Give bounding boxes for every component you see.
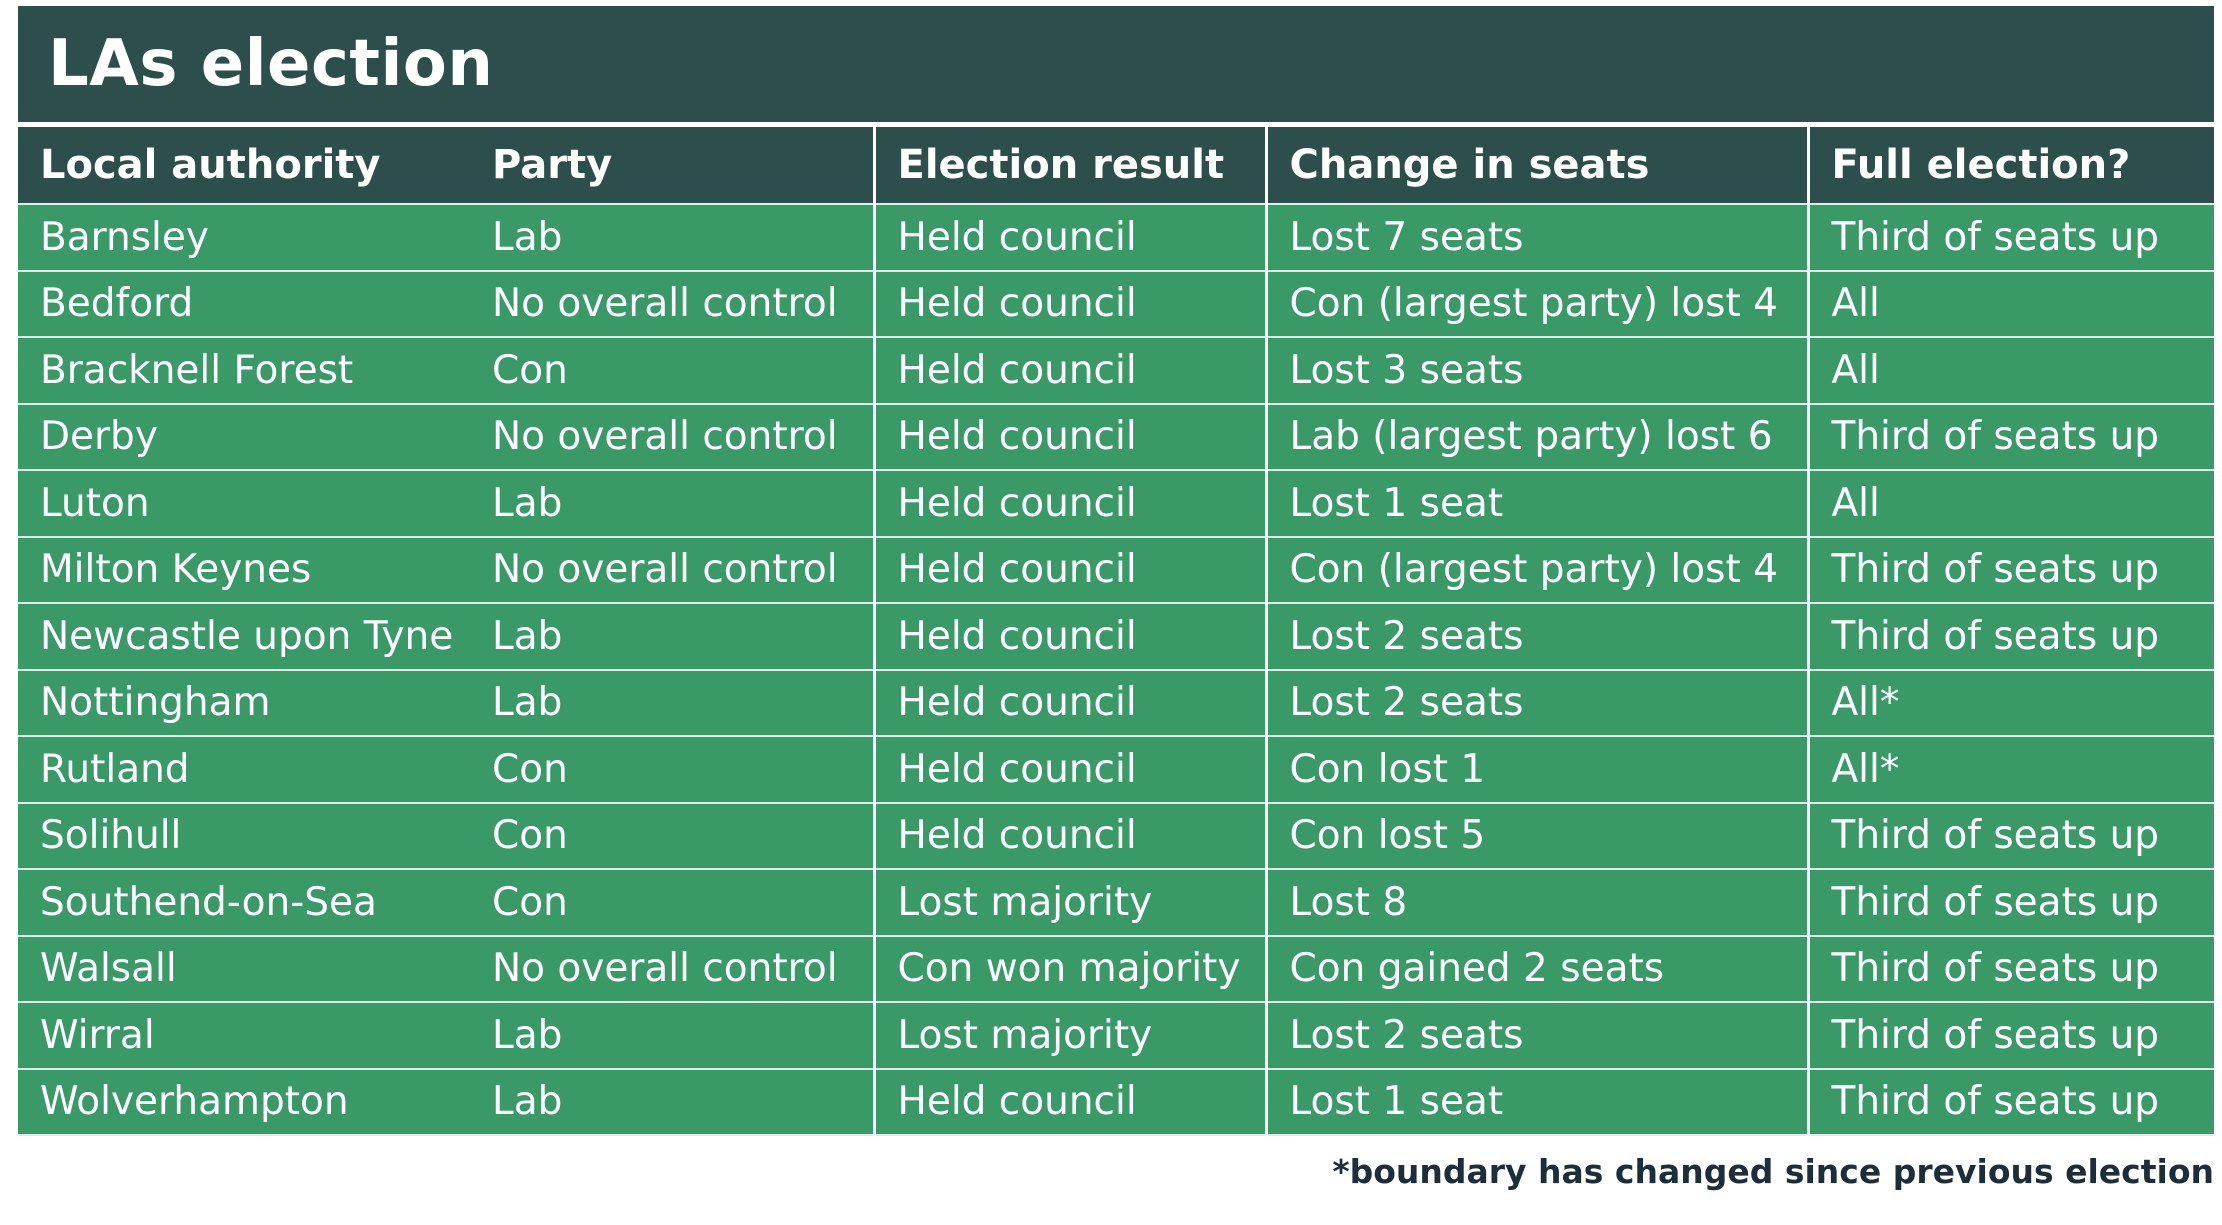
cell-party: Lab (470, 668, 874, 736)
cell-election-result: Held council (872, 801, 1266, 869)
cell-change-in-seats: Lost 8 (1264, 868, 1808, 936)
cell-election-result: Held council (872, 735, 1266, 803)
cell-change-in-seats: Con (largest party) lost 4 (1264, 269, 1808, 337)
table-row: Derby No overall control Held council Lab (… (18, 402, 2214, 470)
footnote: *boundary has changed since previous ele… (1332, 1152, 2214, 1191)
cell-full-election: Third of seats up (1806, 1067, 2214, 1136)
cell-local-authority: Southend-on-Sea (18, 868, 470, 936)
column-header-change-in-seats: Change in seats (1264, 127, 1808, 204)
table-row: Bracknell Forest Con Held council Lost 3 se… (18, 336, 2214, 404)
cell-election-result: Lost majority (872, 868, 1266, 936)
cell-full-election: All* (1806, 668, 2214, 736)
cell-party: Lab (470, 469, 874, 537)
cell-full-election: Third of seats up (1806, 801, 2214, 869)
cell-change-in-seats: Lost 7 seats (1264, 203, 1808, 271)
cell-full-election: Third of seats up (1806, 1001, 2214, 1069)
column-header-local-authority: Local authority (18, 127, 470, 204)
cell-full-election: All* (1806, 735, 2214, 803)
cell-change-in-seats: Lost 2 seats (1264, 668, 1808, 736)
column-header-party: Party (470, 127, 874, 204)
table-row: Bedford No overall control Held council Con… (18, 269, 2214, 337)
cell-party: Con (470, 735, 874, 803)
cell-full-election: Third of seats up (1806, 934, 2214, 1002)
cell-change-in-seats: Con gained 2 seats (1264, 934, 1808, 1002)
cell-election-result: Held council (872, 602, 1266, 670)
cell-change-in-seats: Con lost 1 (1264, 735, 1808, 803)
table-row: Newcastle upon Tyne Lab Held council Lost 2… (18, 602, 2214, 670)
cell-local-authority: Rutland (18, 735, 470, 803)
column-header-full-election: Full election? (1806, 127, 2214, 204)
table-row: Barnsley Lab Held council Lost 7 seats Third… (18, 203, 2214, 271)
cell-local-authority: Solihull (18, 801, 470, 869)
table-header-row: Local authority Party Election result Ch… (18, 127, 2214, 204)
page-title: LAs election (48, 27, 494, 101)
cell-change-in-seats: Lost 1 seat (1264, 1067, 1808, 1136)
cell-local-authority: Bracknell Forest (18, 336, 470, 404)
cell-election-result: Held council (872, 1067, 1266, 1136)
table-row: Milton Keynes No overall control Held coun… (18, 535, 2214, 603)
cell-party: Lab (470, 1001, 874, 1069)
table-row: Rutland Con Held council Con lost 1 All* (18, 735, 2214, 803)
title-bar: LAs election (18, 6, 2214, 122)
cell-full-election: Third of seats up (1806, 535, 2214, 603)
cell-party: Con (470, 801, 874, 869)
cell-change-in-seats: Lost 3 seats (1264, 336, 1808, 404)
table-row: Solihull Con Held council Con lost 5 Third o… (18, 801, 2214, 869)
cell-local-authority: Barnsley (18, 203, 470, 271)
cell-election-result: Held council (872, 203, 1266, 271)
cell-local-authority: Milton Keynes (18, 535, 470, 603)
cell-local-authority: Newcastle upon Tyne (18, 602, 470, 670)
table-row: Wirral Lab Lost majority Lost 2 seats Third … (18, 1001, 2214, 1069)
table-row: Walsall No overall control Con won majorit… (18, 934, 2214, 1002)
cell-local-authority: Bedford (18, 269, 470, 337)
table-row: Nottingham Lab Held council Lost 2 seats All… (18, 668, 2214, 736)
table-row: Wolverhampton Lab Held council Lost 1 seat T… (18, 1067, 2214, 1136)
table-row: Southend-on-Sea Con Lost majority Lost 8 Thi… (18, 868, 2214, 936)
cell-full-election: Third of seats up (1806, 602, 2214, 670)
cell-election-result: Con won majority (872, 934, 1266, 1002)
cell-election-result: Held council (872, 269, 1266, 337)
cell-change-in-seats: Lost 1 seat (1264, 469, 1808, 537)
cell-local-authority: Luton (18, 469, 470, 537)
cell-change-in-seats: Con (largest party) lost 4 (1264, 535, 1808, 603)
cell-party: Con (470, 868, 874, 936)
cell-party: No overall control (470, 402, 874, 470)
cell-change-in-seats: Lost 2 seats (1264, 602, 1808, 670)
cell-full-election: Third of seats up (1806, 868, 2214, 936)
cell-change-in-seats: Lost 2 seats (1264, 1001, 1808, 1069)
cell-local-authority: Derby (18, 402, 470, 470)
cell-party: Lab (470, 1067, 874, 1136)
cell-election-result: Held council (872, 402, 1266, 470)
cell-party: No overall control (470, 934, 874, 1002)
cell-election-result: Held council (872, 535, 1266, 603)
table-body: Barnsley Lab Held council Lost 7 seats Third… (18, 203, 2214, 1136)
cell-local-authority: Walsall (18, 934, 470, 1002)
cell-change-in-seats: Lab (largest party) lost 6 (1264, 402, 1808, 470)
cell-party: Lab (470, 602, 874, 670)
cell-election-result: Held council (872, 668, 1266, 736)
cell-election-result: Held council (872, 469, 1266, 537)
cell-party: No overall control (470, 269, 874, 337)
cell-local-authority: Wirral (18, 1001, 470, 1069)
elections-table: Local authority Party Election result Ch… (18, 127, 2214, 1136)
cell-full-election: All (1806, 269, 2214, 337)
cell-local-authority: Wolverhampton (18, 1067, 470, 1136)
cell-full-election: All (1806, 336, 2214, 404)
cell-local-authority: Nottingham (18, 668, 470, 736)
cell-election-result: Lost majority (872, 1001, 1266, 1069)
cell-change-in-seats: Con lost 5 (1264, 801, 1808, 869)
cell-party: Lab (470, 203, 874, 271)
cell-party: Con (470, 336, 874, 404)
cell-party: No overall control (470, 535, 874, 603)
cell-full-election: Third of seats up (1806, 203, 2214, 271)
table-row: Luton Lab Held council Lost 1 seat All (18, 469, 2214, 537)
cell-full-election: Third of seats up (1806, 402, 2214, 470)
cell-full-election: All (1806, 469, 2214, 537)
cell-election-result: Held council (872, 336, 1266, 404)
column-header-election-result: Election result (872, 127, 1266, 204)
